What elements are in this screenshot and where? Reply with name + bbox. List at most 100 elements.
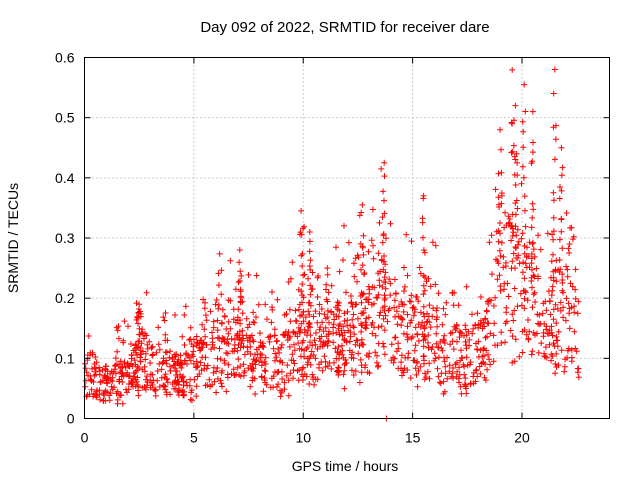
data-point [495,260,502,267]
data-point [191,376,198,383]
data-point [223,349,230,356]
data-point [258,373,265,380]
data-point [556,236,563,243]
data-point [237,288,244,295]
data-point [432,355,439,362]
data-point [388,357,395,364]
data-point [113,324,120,331]
data-point [514,205,521,212]
data-point [512,102,519,109]
data-point [375,340,382,347]
data-point [210,364,217,371]
data-point [530,206,537,213]
data-point [528,224,535,231]
data-point [295,306,302,313]
data-point [135,392,142,399]
data-point [472,378,479,385]
data-point [201,305,208,312]
data-point [216,345,223,352]
data-point [121,359,128,366]
data-point [335,372,342,378]
data-point [306,229,313,235]
data-point [90,379,97,385]
data-point [550,316,557,323]
data-point [433,340,440,347]
data-point [338,327,345,334]
data-point [382,279,389,286]
data-point [529,200,536,207]
data-point [463,332,470,339]
data-point [316,310,323,317]
data-point [549,231,556,238]
data-point [307,324,313,331]
data-point [143,332,150,339]
data-point [412,324,419,331]
data-point [436,379,443,386]
data-point [213,297,220,303]
data-point [97,378,104,385]
data-point [92,368,99,375]
data-point [341,336,348,343]
data-point [498,329,505,336]
data-point [359,262,366,269]
data-point [525,335,532,342]
data-point [457,329,464,336]
data-point [321,353,328,360]
data-point [350,372,357,378]
data-point [159,360,166,366]
data-point [571,328,578,335]
data-point [526,328,533,335]
data-point [532,332,538,338]
data-point [432,242,439,249]
data-point [400,308,407,315]
data-point [504,280,511,287]
data-point [382,269,389,276]
data-point [528,251,535,257]
data-point [421,287,428,294]
data-point [198,367,205,374]
data-point [210,369,217,376]
data-point [214,334,221,341]
data-point [298,320,305,327]
data-point [398,322,405,329]
data-point [228,370,235,377]
data-point [259,343,266,350]
data-point [305,308,312,315]
data-point [141,335,147,342]
data-point [225,361,232,368]
data-point [426,360,433,367]
data-point [444,375,451,382]
data-point [198,340,205,347]
data-point [158,374,165,381]
data-point [235,279,242,286]
data-point [563,263,570,270]
data-point [541,353,548,360]
data-point [202,312,209,319]
data-point [513,255,520,261]
data-point [187,336,194,343]
data-point [152,386,159,393]
data-point [408,292,415,299]
data-point [495,170,502,177]
data-point [360,251,367,258]
data-point [225,318,232,325]
data-point [144,373,150,380]
data-point [284,337,291,343]
data-point [342,356,349,363]
data-point [370,242,376,249]
data-point [497,283,504,290]
data-point [375,250,382,257]
data-point [394,321,401,328]
data-point [236,259,243,266]
data-point [505,293,512,300]
data-point [552,361,559,367]
data-point [299,339,306,346]
data-point [480,359,487,366]
data-point [295,324,302,331]
data-point [467,380,474,387]
data-point [96,364,103,371]
data-point [379,283,386,290]
data-point [572,345,579,352]
data-point [146,338,153,345]
data-point [530,239,536,246]
